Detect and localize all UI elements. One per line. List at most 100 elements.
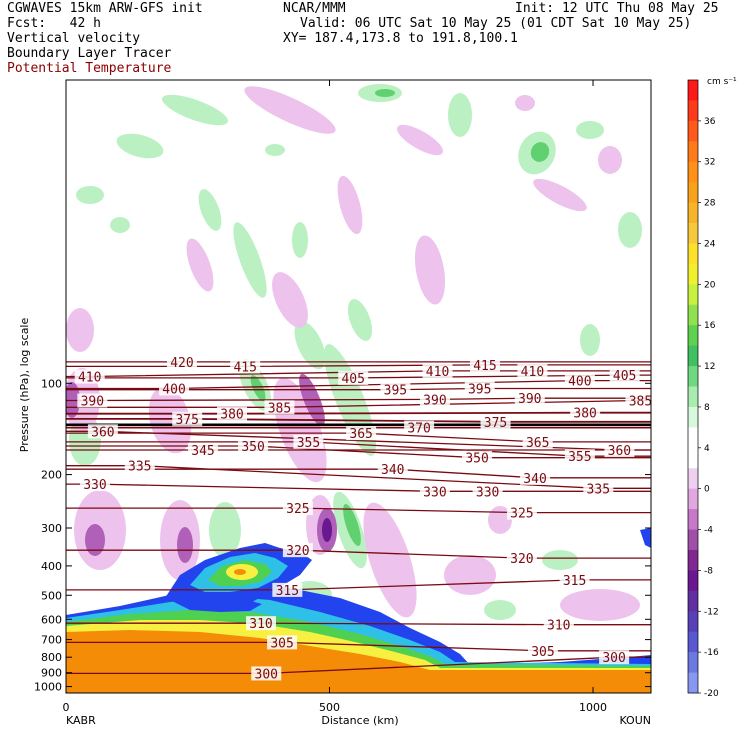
x-axis: 0 500 1000 [63, 80, 607, 714]
plot-frame [65, 79, 652, 694]
theta-label: 420 [170, 356, 193, 371]
theta-label-bg [217, 406, 248, 421]
theta-label: 355 [297, 436, 320, 451]
theta-label-bg [188, 443, 219, 458]
theta-label-bg [272, 582, 303, 597]
theta-label: 360 [608, 444, 631, 459]
theta-label-bg [625, 393, 651, 408]
theta-label-bg [338, 370, 369, 385]
colorbar-label: 16 [704, 321, 716, 331]
theta-label: 325 [510, 507, 533, 522]
tracer-right-edge [640, 528, 651, 548]
theta-label-bg [172, 411, 203, 426]
theta-label: 400 [568, 375, 591, 390]
theta-label-bg [166, 354, 197, 369]
theta-label-bg [346, 426, 377, 441]
theta-label: 330 [476, 485, 499, 500]
theta-contour-300 [66, 656, 651, 675]
colorbar-swatch [688, 652, 698, 674]
theta-contour-310 [66, 622, 651, 626]
theta-label-bg [599, 650, 630, 665]
colorbar-swatch [688, 345, 698, 367]
theta-label-bg [282, 501, 313, 516]
colorbar-label: 4 [704, 444, 710, 454]
colorbar-swatch [688, 611, 698, 633]
theta-label: 380 [573, 407, 596, 422]
theta-label: 330 [423, 485, 446, 500]
y-tick-label: 700 [41, 634, 62, 647]
colorbar: 36 32 28 24 20 16 12 8 4 0 -4 -8 -12 -16 -20 [687, 79, 719, 699]
theta-label: 415 [473, 359, 496, 374]
theta-label: 350 [241, 440, 264, 455]
theta-label: 380 [220, 408, 243, 423]
init-time: Init: 12 UTC Thu 08 May 25 [515, 1, 719, 16]
theta-label-bg [506, 505, 537, 520]
x-tick-label: 0 [63, 701, 70, 714]
theta-label-bg [527, 643, 558, 658]
colorbar-swatch [688, 100, 698, 122]
theta-label: 325 [286, 502, 309, 517]
theta-label: 340 [381, 463, 404, 478]
colorbar-label: 8 [704, 403, 710, 413]
theta-contour-labels: 300 305 305 300 310 310 315 315 320 320 325 325 330 3… [74, 354, 651, 682]
theta-label: 390 [518, 392, 541, 407]
x-tick-label: 1000 [579, 701, 607, 714]
theta-label-bg [267, 635, 298, 650]
theta-label-bg [506, 551, 537, 566]
theta-label-bg [230, 359, 261, 374]
colorbar-label: -12 [704, 607, 719, 617]
colorbar-label: 20 [704, 280, 716, 290]
theta-label-bg [570, 405, 601, 420]
valid-time: Valid: 06 UTC Sat 10 May 25 (01 CDT Sat … [300, 16, 692, 31]
y-axis-label: Pressure (hPa), log scale [18, 318, 31, 453]
colorbar-swatch [688, 447, 698, 469]
x-start-station: KABR [66, 714, 96, 727]
colorbar-swatch [688, 80, 698, 101]
theta-label-bg [264, 400, 295, 415]
y-tick-label: 400 [41, 560, 62, 573]
theta-label-bg [246, 616, 276, 631]
colorbar-swatch [688, 182, 698, 204]
y-tick-label: 800 [41, 651, 62, 664]
theta-label-bg [517, 363, 548, 378]
theta-label: 310 [547, 619, 570, 634]
theta-label-bg [564, 373, 595, 388]
colorbar-label: -20 [704, 689, 719, 699]
theta-label: 335 [128, 460, 151, 475]
theta-label: 375 [175, 413, 198, 428]
y-tick-label: 900 [41, 667, 62, 680]
theta-label-bg [419, 392, 450, 407]
theta-label: 300 [602, 651, 625, 666]
colorbar-label: 28 [704, 199, 716, 209]
theta-label: 305 [270, 636, 293, 651]
field-name-boundary-layer-tracer: Boundary Layer Tracer [7, 46, 172, 61]
theta-label: 405 [341, 372, 364, 387]
tracer-lower-blue [170, 596, 262, 612]
forecast-hour: Fcst: 42 h [7, 16, 101, 31]
theta-label: 390 [423, 393, 446, 408]
theta-contour-380 [66, 411, 651, 415]
colorbar-label: -16 [704, 648, 719, 658]
theta-contour-415 [66, 364, 651, 368]
vertical-velocity-shading: 300 305 305 300 310 310 315 315 320 320 325 325 330 3… [66, 84, 651, 693]
theta-contour-375 [66, 418, 651, 423]
theta-contour-365 [66, 432, 651, 443]
colorbar-swatch [688, 570, 698, 592]
colorbar-label: 24 [704, 239, 716, 249]
theta-contour-305 [66, 641, 651, 652]
colorbar-swatch [688, 120, 698, 142]
theta-label-bg [238, 439, 269, 454]
theta-label-bg [462, 450, 493, 465]
y-tick-label: 300 [41, 522, 62, 535]
theta-label: 415 [233, 360, 256, 375]
colorbar-swatch [688, 243, 698, 265]
theta-label-bg [472, 484, 503, 499]
wave-descent-max [322, 518, 332, 542]
tracer-plume-core [234, 569, 246, 575]
theta-contour-325 [66, 507, 651, 514]
theta-label: 370 [407, 422, 430, 437]
theta-label: 395 [468, 382, 491, 397]
theta-label-bg [77, 393, 108, 408]
y-tick-label: 100 [41, 377, 62, 390]
